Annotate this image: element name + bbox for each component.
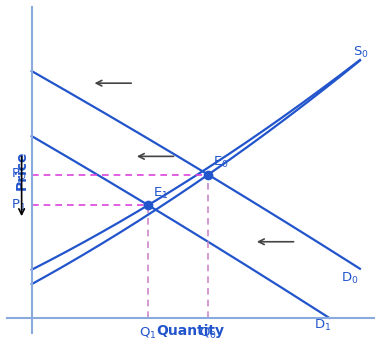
Text: P$_0$: P$_0$ [11, 167, 26, 182]
Text: Q$_1$: Q$_1$ [139, 326, 157, 341]
Text: P$_1$: P$_1$ [11, 198, 26, 213]
Text: D$_1$: D$_1$ [314, 318, 332, 333]
Text: E$_0$: E$_0$ [213, 155, 229, 170]
Y-axis label: Price: Price [15, 150, 29, 190]
Text: D$_0$: D$_0$ [341, 271, 358, 286]
Text: E$_1$: E$_1$ [154, 185, 169, 201]
Text: S$_0$: S$_0$ [353, 45, 369, 60]
X-axis label: Quantity: Quantity [157, 324, 224, 337]
Text: Q$_0$: Q$_0$ [199, 326, 217, 341]
